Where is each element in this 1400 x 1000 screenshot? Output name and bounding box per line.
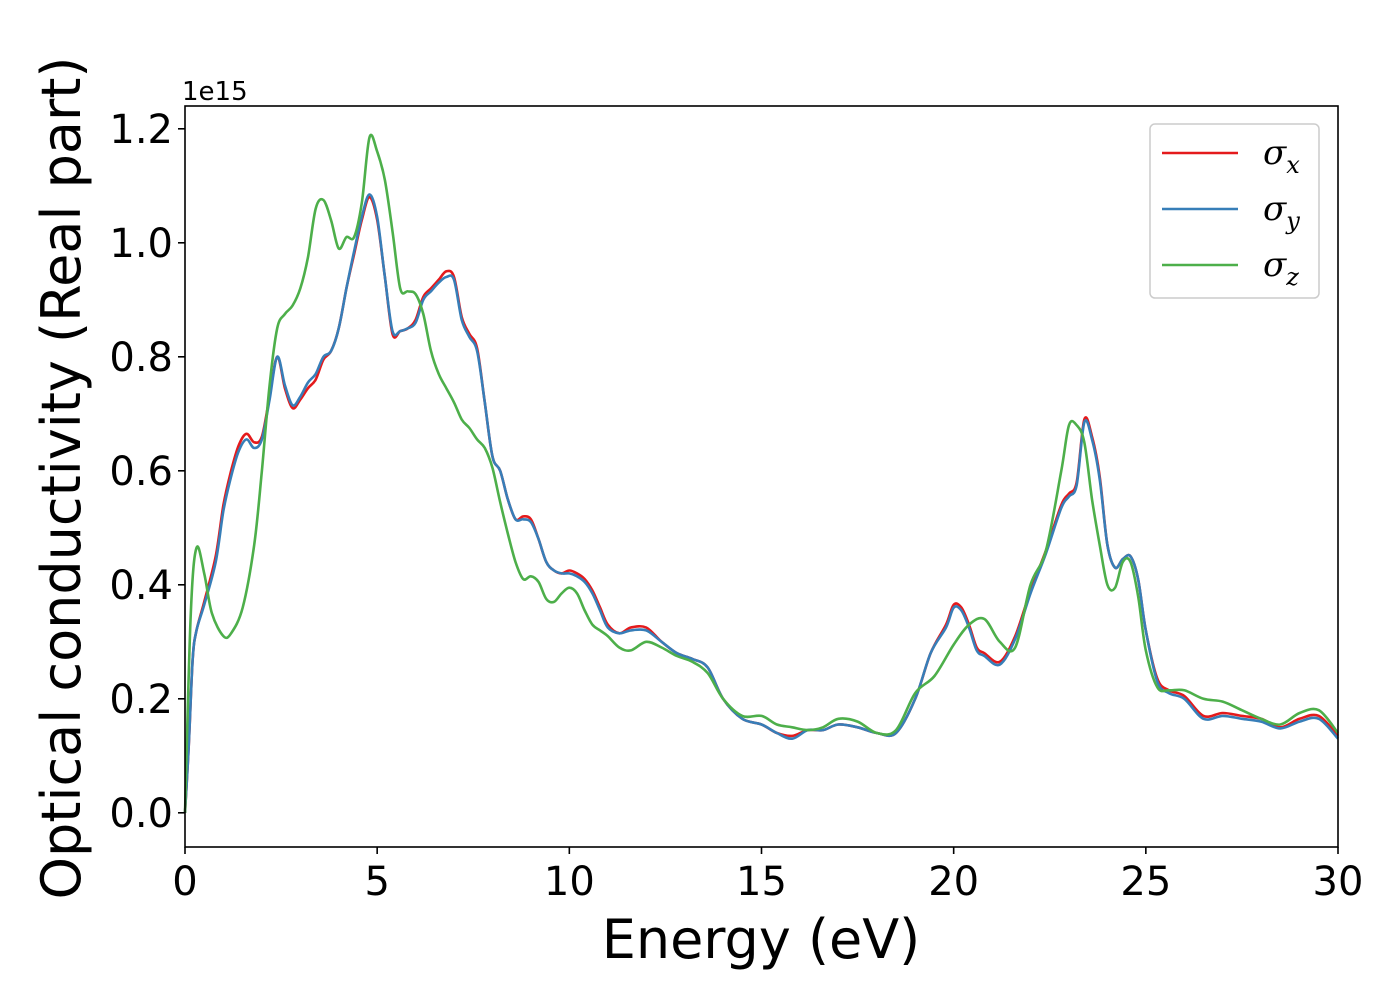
x-tick-label: 0 [172,859,197,905]
x-axis-label: Energy (eV) [602,908,921,971]
series-line-z [183,133,1340,813]
y-offset-label: 1e15 [182,77,248,107]
legend-box [1149,123,1320,299]
x-tick-label: 25 [1120,859,1171,905]
series-lines [183,133,1340,813]
x-tick-label: 10 [544,859,595,905]
y-tick-label: 0.6 [109,449,173,495]
y-tick-label: 0.0 [109,791,173,837]
legend-label-z: σz [1263,245,1299,291]
y-tick-label: 1.0 [109,221,173,267]
y-tick-label: 0.4 [109,563,173,609]
x-tick-label: 15 [736,859,787,905]
y-tick-label: 1.2 [109,107,173,153]
y-tick-label: 0.2 [109,677,173,723]
x-tick-label: 30 [1313,859,1364,905]
series-line-y [183,193,1339,813]
y-axis-label: Optical conductivity (Real part) [30,57,93,900]
x-tick-label: 5 [364,859,389,905]
x-axis: 0 5 10 15 20 25 30 [172,847,1363,905]
y-tick-label: 0.8 [109,335,173,381]
y-axis: 0.0 0.2 0.4 0.6 0.8 1.0 1.2 [109,107,185,837]
x-tick-label: 20 [928,859,979,905]
